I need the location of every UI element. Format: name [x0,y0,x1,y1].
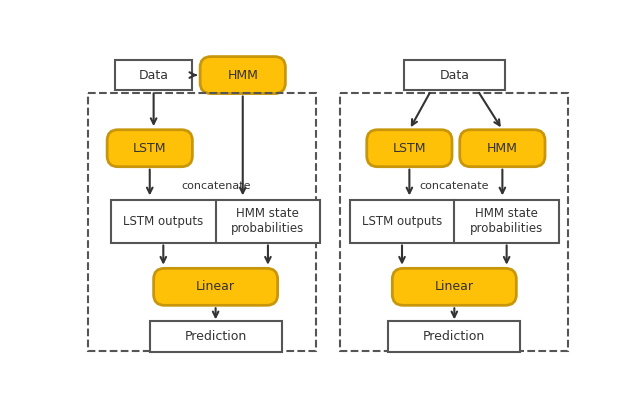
Bar [88,93,316,351]
Text: concatenate: concatenate [181,180,250,190]
FancyBboxPatch shape [107,130,193,167]
Bar [340,93,568,351]
Bar [150,322,282,352]
Text: LSTM: LSTM [133,142,166,155]
Bar [349,200,559,243]
Text: LSTM outputs: LSTM outputs [362,215,442,228]
Text: LSTM: LSTM [392,142,426,155]
FancyBboxPatch shape [367,130,452,167]
Text: concatenate: concatenate [420,180,489,190]
FancyBboxPatch shape [200,57,285,93]
Text: Data: Data [439,69,469,81]
Text: HMM: HMM [487,142,518,155]
Bar [111,200,320,243]
Bar [388,322,520,352]
Text: LSTM outputs: LSTM outputs [123,215,204,228]
Text: Prediction: Prediction [184,330,247,343]
Text: Linear: Linear [196,280,235,293]
Bar [404,60,505,91]
Text: Linear: Linear [435,280,474,293]
Bar [115,60,193,91]
Text: HMM state
probabilities: HMM state probabilities [470,207,543,235]
Text: HMM state
probabilities: HMM state probabilities [231,207,305,235]
FancyBboxPatch shape [392,268,516,305]
Text: Prediction: Prediction [423,330,486,343]
FancyBboxPatch shape [154,268,278,305]
FancyBboxPatch shape [460,130,545,167]
Text: HMM: HMM [227,69,258,81]
Text: Data: Data [139,69,168,81]
